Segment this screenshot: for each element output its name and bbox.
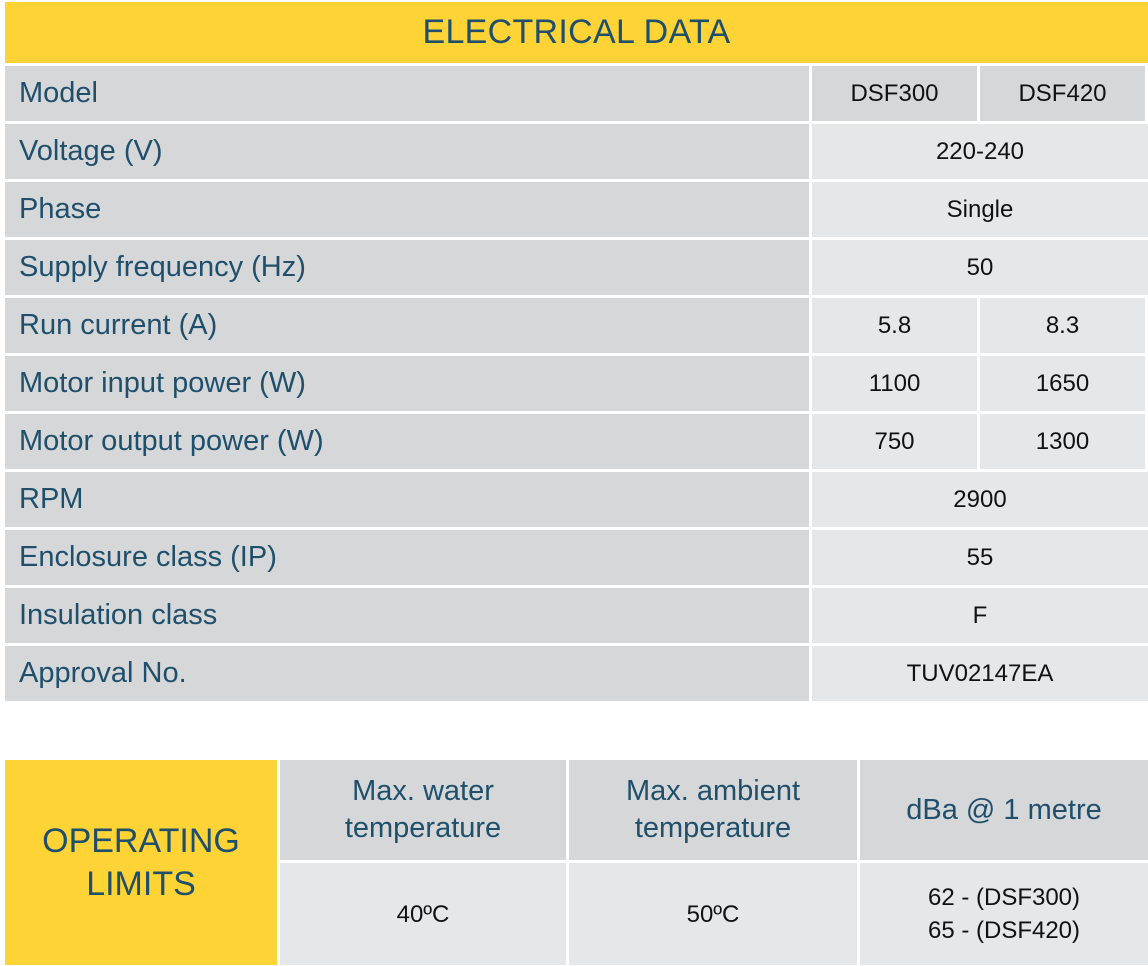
row-voltage: Voltage (V) 220-240: [5, 124, 1148, 179]
row-supply-frequency: Supply frequency (Hz) 50: [5, 240, 1148, 295]
row-enclosure-class: Enclosure class (IP) 55: [5, 530, 1148, 585]
operating-limits-title-line2: LIMITS: [86, 864, 196, 903]
row-rpm: RPM 2900: [5, 472, 1148, 527]
column-value: 40ºC: [280, 863, 566, 965]
operating-limits-title: OPERATING LIMITS: [5, 760, 277, 965]
column-header-line1: dBa @ 1 metre: [906, 793, 1102, 826]
row-value: 2900: [812, 472, 1148, 527]
row-label: RPM: [5, 472, 809, 527]
dba-column: dBa @ 1 metre 62 - (DSF300) 65 - (DSF420…: [860, 760, 1148, 965]
row-label: Run current (A): [5, 298, 809, 353]
column-header-line1: Max. ambient: [625, 775, 801, 807]
row-value-dsf420: 1650: [980, 356, 1145, 411]
row-label: Voltage (V): [5, 124, 809, 179]
row-motor-input-power: Motor input power (W) 1100 1650: [5, 356, 1148, 411]
row-value-dsf300: 1100: [812, 356, 977, 411]
row-label: Approval No.: [5, 646, 809, 701]
operating-limits-table: OPERATING LIMITS Max. water temperature …: [5, 760, 1148, 965]
row-value-dsf420: 8.3: [980, 298, 1145, 353]
row-label: Phase: [5, 182, 809, 237]
column-header: dBa @ 1 metre: [860, 760, 1148, 860]
row-label: Model: [5, 66, 809, 121]
column-header: Max. ambient temperature: [569, 760, 857, 860]
electrical-data-table: ELECTRICAL DATA Model DSF300 DSF420 Volt…: [5, 2, 1148, 701]
column-header-line2: temperature: [344, 812, 502, 844]
operating-limits-title-line1: OPERATING: [42, 821, 240, 860]
column-value: 50ºC: [569, 863, 857, 965]
row-run-current: Run current (A) 5.8 8.3: [5, 298, 1148, 353]
row-value: TUV02147EA: [812, 646, 1148, 701]
row-value-dsf300: 750: [812, 414, 977, 469]
row-value: 55: [812, 530, 1148, 585]
column-header-line2: temperature: [634, 812, 792, 844]
row-insulation-class: Insulation class F: [5, 588, 1148, 643]
row-phase: Phase Single: [5, 182, 1148, 237]
row-value: F: [812, 588, 1148, 643]
row-value: 220-240: [812, 124, 1148, 179]
row-value: 50: [812, 240, 1148, 295]
column-value-line1: 50ºC: [686, 900, 740, 928]
row-label: Enclosure class (IP): [5, 530, 809, 585]
column-header: Max. water temperature: [280, 760, 566, 860]
column-value-line1: 62 - (DSF300): [927, 884, 1081, 911]
column-value: 62 - (DSF300) 65 - (DSF420): [860, 863, 1148, 965]
row-label: Motor input power (W): [5, 356, 809, 411]
row-value-dsf420: 1300: [980, 414, 1145, 469]
row-value: Single: [812, 182, 1148, 237]
row-label: Supply frequency (Hz): [5, 240, 809, 295]
electrical-data-title: ELECTRICAL DATA: [5, 2, 1148, 63]
row-label: Insulation class: [5, 588, 809, 643]
model-dsf300-header: DSF300: [812, 66, 977, 121]
row-approval-no: Approval No. TUV02147EA: [5, 646, 1148, 701]
column-value-line2: 65 - (DSF420): [927, 917, 1081, 944]
column-header-line1: Max. water: [352, 775, 494, 807]
row-label: Motor output power (W): [5, 414, 809, 469]
max-water-temperature-column: Max. water temperature 40ºC: [280, 760, 566, 965]
row-model: Model DSF300 DSF420: [5, 66, 1148, 121]
max-ambient-temperature-column: Max. ambient temperature 50ºC: [569, 760, 857, 965]
row-motor-output-power: Motor output power (W) 750 1300: [5, 414, 1148, 469]
column-value-line1: 40ºC: [396, 900, 450, 928]
row-value-dsf300: 5.8: [812, 298, 977, 353]
model-dsf420-header: DSF420: [980, 66, 1145, 121]
